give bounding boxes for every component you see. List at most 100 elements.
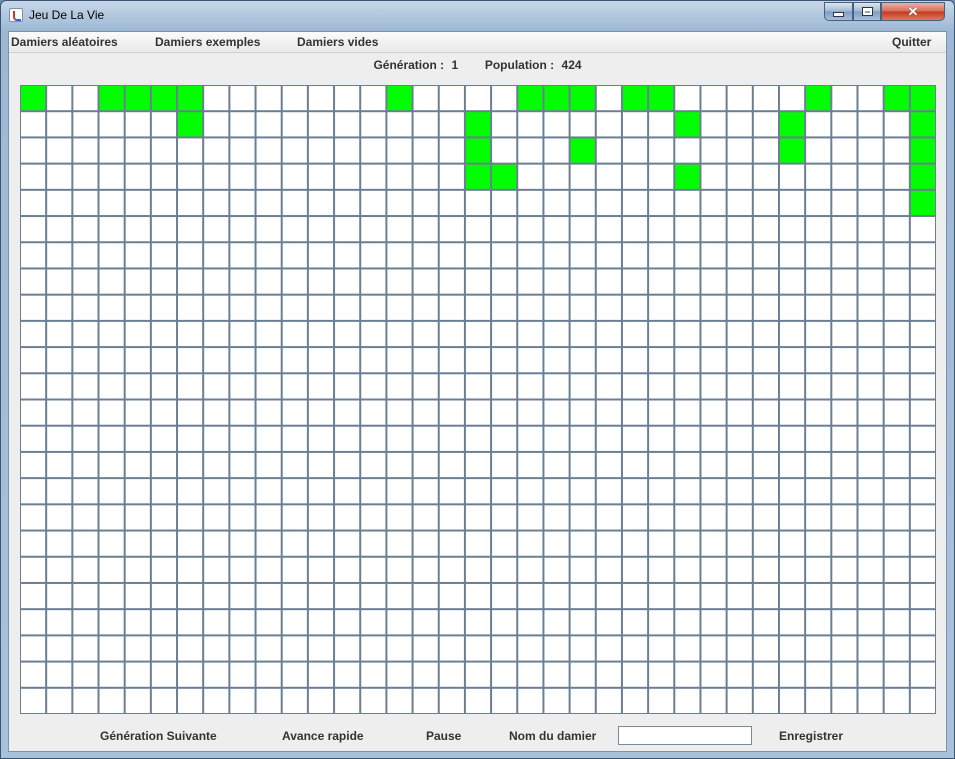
cell-dead[interactable] [675,662,700,687]
cell-dead[interactable] [492,243,517,268]
cell-dead[interactable] [675,86,700,111]
cell-dead[interactable] [413,217,438,242]
cell-dead[interactable] [806,452,831,478]
cell-dead[interactable] [544,636,569,661]
cell-dead[interactable] [125,321,150,347]
cell-dead[interactable] [649,583,674,609]
cell-dead[interactable] [387,505,412,530]
cell-dead[interactable] [204,557,229,582]
cell-alive[interactable] [779,112,805,137]
cell-dead[interactable] [832,531,857,556]
cell-dead[interactable] [884,531,909,556]
cell-dead[interactable] [178,636,203,661]
cell-dead[interactable] [308,217,334,242]
cell-dead[interactable] [125,688,150,713]
cell-dead[interactable] [256,86,281,111]
cell-dead[interactable] [21,505,46,530]
cell-dead[interactable] [361,557,386,582]
cell-dead[interactable] [178,295,203,320]
cell-dead[interactable] [727,479,752,504]
cell-dead[interactable] [256,688,281,713]
cell-dead[interactable] [649,295,674,320]
cell-dead[interactable] [204,688,229,713]
cell-dead[interactable] [73,400,98,425]
cell-dead[interactable] [858,374,883,399]
cell-dead[interactable] [361,610,386,635]
cell-dead[interactable] [753,557,778,582]
cell-dead[interactable] [622,321,648,347]
cell-dead[interactable] [701,531,726,556]
cell-dead[interactable] [832,583,857,609]
cell-dead[interactable] [125,400,150,425]
cell-dead[interactable] [675,426,700,451]
cell-dead[interactable] [596,138,621,163]
cell-dead[interactable] [649,531,674,556]
cell-dead[interactable] [335,479,360,504]
cell-dead[interactable] [806,557,831,582]
cell-dead[interactable] [570,400,595,425]
cell-dead[interactable] [596,348,621,373]
cell-dead[interactable] [701,610,726,635]
cell-dead[interactable] [727,164,752,189]
cell-dead[interactable] [47,112,72,137]
cell-dead[interactable] [361,348,386,373]
cell-dead[interactable] [832,295,857,320]
cell-dead[interactable] [439,321,464,347]
cell-dead[interactable] [465,610,491,635]
cell-dead[interactable] [282,243,307,268]
cell-dead[interactable] [439,348,464,373]
cell-dead[interactable] [884,269,909,294]
cell-dead[interactable] [570,452,595,478]
cell-alive[interactable] [125,86,150,111]
cell-dead[interactable] [47,610,72,635]
cell-dead[interactable] [858,583,883,609]
cell-dead[interactable] [73,636,98,661]
cell-alive[interactable] [779,138,805,163]
cell-dead[interactable] [47,688,72,713]
cell-dead[interactable] [47,400,72,425]
cell-dead[interactable] [230,243,255,268]
cell-dead[interactable] [884,662,909,687]
cell-dead[interactable] [335,243,360,268]
cell-dead[interactable] [73,217,98,242]
cell-dead[interactable] [727,557,752,582]
cell-dead[interactable] [649,243,674,268]
cell-dead[interactable] [308,636,334,661]
cell-dead[interactable] [204,583,229,609]
cell-dead[interactable] [151,348,177,373]
cell-dead[interactable] [544,479,569,504]
cell-dead[interactable] [99,243,124,268]
maximize-button[interactable] [853,2,881,21]
cell-dead[interactable] [884,583,909,609]
cell-dead[interactable] [21,190,46,216]
cell-dead[interactable] [518,321,543,347]
cell-alive[interactable] [910,164,935,189]
cell-dead[interactable] [622,374,648,399]
cell-dead[interactable] [204,610,229,635]
cell-dead[interactable] [492,374,517,399]
cell-dead[interactable] [21,479,46,504]
cell-dead[interactable] [727,321,752,347]
cell-dead[interactable] [387,688,412,713]
cell-dead[interactable] [99,269,124,294]
cell-dead[interactable] [308,610,334,635]
cell-dead[interactable] [439,269,464,294]
cell-dead[interactable] [99,505,124,530]
cell-dead[interactable] [413,688,438,713]
cell-dead[interactable] [125,479,150,504]
cell-dead[interactable] [596,86,621,111]
cell-dead[interactable] [884,217,909,242]
cell-dead[interactable] [125,374,150,399]
cell-dead[interactable] [701,112,726,137]
cell-dead[interactable] [492,636,517,661]
cell-dead[interactable] [544,217,569,242]
cell-dead[interactable] [230,348,255,373]
cell-dead[interactable] [230,426,255,451]
cell-dead[interactable] [649,138,674,163]
cell-dead[interactable] [256,374,281,399]
cell-dead[interactable] [492,190,517,216]
cell-dead[interactable] [465,269,491,294]
cell-dead[interactable] [675,190,700,216]
cell-dead[interactable] [47,452,72,478]
cell-alive[interactable] [910,112,935,137]
